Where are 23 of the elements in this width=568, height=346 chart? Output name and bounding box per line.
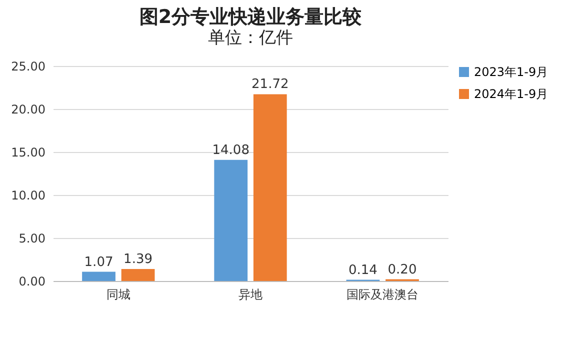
x-tick-label: 同城 [106,288,130,302]
legend-label: 2024年1-9月 [474,87,548,101]
chart-subtitle: 单位：亿件 [208,28,293,48]
data-label: 0.14 [348,262,378,278]
bar [121,269,155,281]
data-label: 14.08 [212,142,250,158]
bar [214,160,248,281]
y-tick-label: 10.00 [11,188,46,202]
x-tick-label: 异地 [238,288,262,302]
y-tick-label: 0.00 [18,274,46,288]
y-tick-label: 20.00 [11,102,46,116]
bar [82,272,116,281]
bar [253,94,287,281]
y-tick-label: 25.00 [11,60,46,74]
x-tick-label: 国际及港澳台 [346,288,419,302]
data-label: 21.72 [252,77,289,92]
y-tick-label: 15.00 [11,146,46,160]
legend-label: 2023年1-9月 [474,65,548,79]
y-tick-label: 5.00 [18,232,46,246]
data-label: 1.07 [84,254,114,270]
data-label: 1.39 [124,252,153,268]
chart-title: 图2分专业快递业务量比较 [139,6,363,28]
data-label: 0.20 [388,262,417,278]
